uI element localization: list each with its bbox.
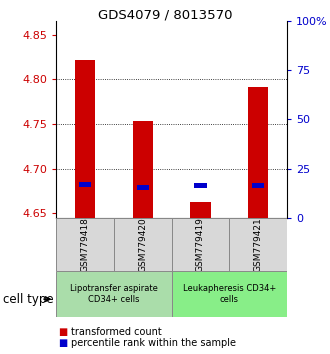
Bar bbox=[229, 218, 287, 271]
Text: ■: ■ bbox=[58, 327, 67, 337]
Text: GSM779418: GSM779418 bbox=[81, 217, 89, 272]
Bar bbox=[114, 218, 172, 271]
Bar bbox=[133, 121, 153, 218]
Text: Leukapheresis CD34+
cells: Leukapheresis CD34+ cells bbox=[183, 284, 276, 303]
Bar bbox=[172, 218, 229, 271]
Bar bbox=[56, 218, 114, 271]
Bar bbox=[248, 87, 268, 218]
Bar bbox=[194, 183, 207, 188]
Text: GSM779421: GSM779421 bbox=[254, 217, 263, 272]
Text: percentile rank within the sample: percentile rank within the sample bbox=[71, 338, 236, 348]
Text: transformed count: transformed count bbox=[71, 327, 162, 337]
Text: ■: ■ bbox=[58, 338, 67, 348]
Bar bbox=[56, 271, 172, 317]
Bar bbox=[252, 183, 264, 188]
Bar bbox=[172, 271, 287, 317]
Bar bbox=[79, 182, 91, 187]
Text: GDS4079 / 8013570: GDS4079 / 8013570 bbox=[98, 9, 232, 22]
Text: GSM779419: GSM779419 bbox=[196, 217, 205, 272]
Bar bbox=[190, 202, 211, 218]
Text: cell type: cell type bbox=[3, 293, 54, 306]
Text: Lipotransfer aspirate
CD34+ cells: Lipotransfer aspirate CD34+ cells bbox=[70, 284, 158, 303]
Bar bbox=[137, 185, 149, 190]
Bar bbox=[75, 59, 95, 218]
Text: GSM779420: GSM779420 bbox=[138, 217, 147, 272]
